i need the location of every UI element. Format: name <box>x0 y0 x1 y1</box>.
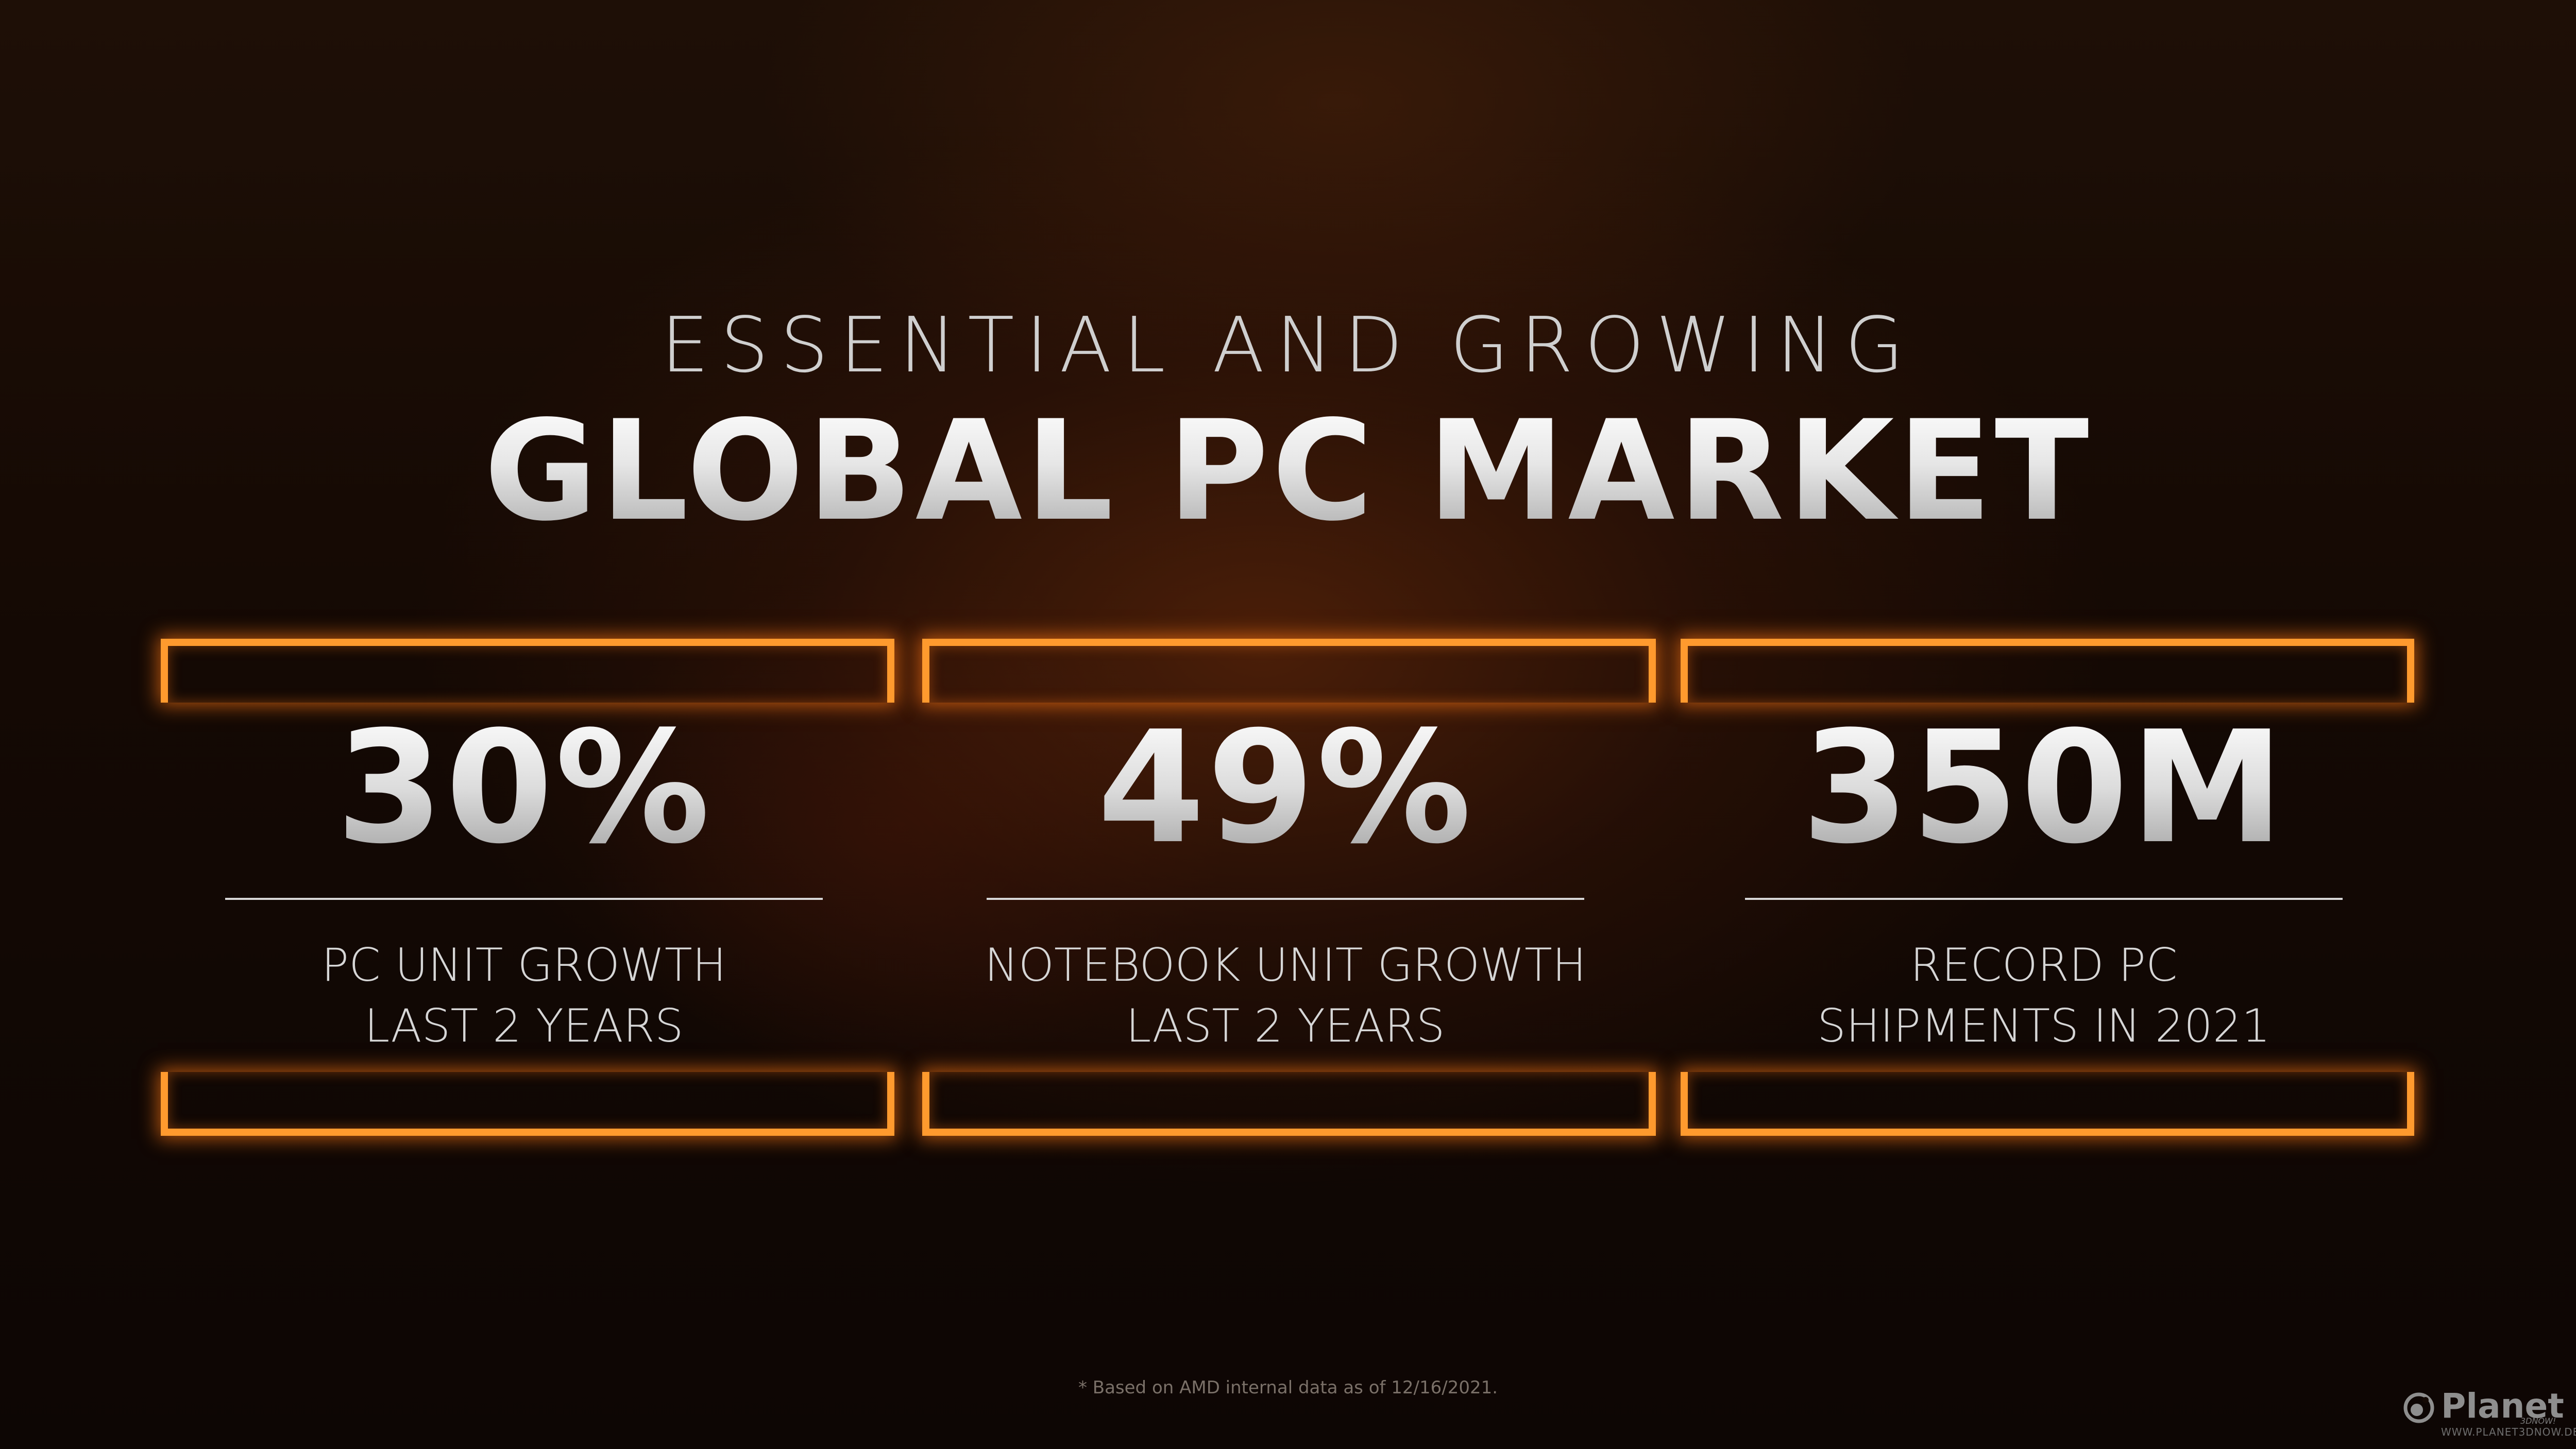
stat-card-notebook-unit-growth: 49% NOTEBOOK UNIT GROWTH LAST 2 YEARS <box>922 639 1656 1136</box>
stat-label-line1: RECORD PC <box>1910 939 2178 992</box>
bracket-bottom <box>922 1072 1656 1136</box>
stat-value: 49% <box>922 706 1649 871</box>
slide-title: GLOBAL PC MARKET <box>0 397 2576 546</box>
bracket-top <box>1681 639 2414 703</box>
divider <box>225 898 823 900</box>
stat-value: 350M <box>1681 706 2407 871</box>
divider <box>987 898 1584 900</box>
stat-label-line1: PC UNIT GROWTH <box>321 939 726 992</box>
watermark-sub: 3DNOW! <box>2520 1416 2556 1426</box>
bracket-top <box>161 639 894 703</box>
stat-label: PC UNIT GROWTH LAST 2 YEARS <box>161 935 887 1056</box>
bracket-bottom <box>161 1072 894 1136</box>
stat-value: 30% <box>161 706 887 871</box>
slide-subtitle: ESSENTIAL AND GROWING <box>660 301 1916 389</box>
watermark: Planet WWW.PLANET3DNOW.DE 3DNOW! <box>2401 1386 2576 1442</box>
stat-label-line2: LAST 2 YEARS <box>364 999 684 1052</box>
stat-label: RECORD PC SHIPMENTS IN 2021 <box>1681 935 2407 1056</box>
watermark-name: Planet <box>2441 1386 2564 1426</box>
planet-logo-icon <box>2403 1392 2434 1423</box>
stat-label-line2: SHIPMENTS IN 2021 <box>1817 999 2270 1052</box>
stat-label-line1: NOTEBOOK UNIT GROWTH <box>984 939 1587 992</box>
watermark-url: WWW.PLANET3DNOW.DE <box>2441 1426 2576 1438</box>
bracket-bottom <box>1681 1072 2414 1136</box>
stat-label: NOTEBOOK UNIT GROWTH LAST 2 YEARS <box>922 935 1649 1056</box>
bracket-top <box>922 639 1656 703</box>
stat-card-pc-unit-growth: 30% PC UNIT GROWTH LAST 2 YEARS <box>161 639 894 1136</box>
stat-card-record-shipments: 350M RECORD PC SHIPMENTS IN 2021 <box>1681 639 2414 1136</box>
footnote: * Based on AMD internal data as of 12/16… <box>1078 1377 1498 1398</box>
stat-label-line2: LAST 2 YEARS <box>1126 999 1445 1052</box>
divider <box>1745 898 2343 900</box>
